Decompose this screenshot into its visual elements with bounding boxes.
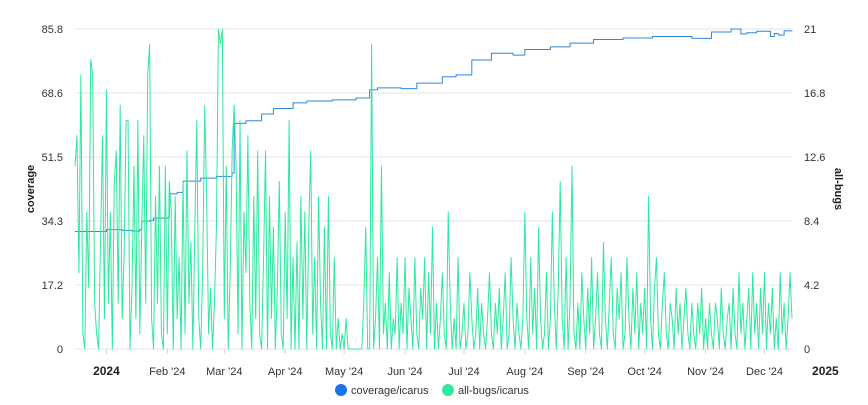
legend-item-coverage[interactable]: coverage/icarus xyxy=(335,384,429,397)
x-tick-label: Aug '24 xyxy=(506,366,543,378)
right-tick-label: 16.8 xyxy=(804,88,825,100)
right-tick-label: 0 xyxy=(804,344,810,356)
series-line-coverage xyxy=(75,28,793,233)
series-layer xyxy=(74,28,793,350)
x-tick-label: Mar '24 xyxy=(206,366,242,378)
x-tick-label: Nov '24 xyxy=(687,366,724,378)
left-tick-label: 85.8 xyxy=(42,24,63,36)
right-tick-label: 4.2 xyxy=(804,280,819,292)
x-tick-label: Sep '24 xyxy=(567,366,604,378)
legend-marker-coverage xyxy=(335,384,347,396)
right-tick-label: 12.6 xyxy=(804,152,825,164)
x-tick-label: 2025 xyxy=(812,364,839,378)
right-tick-label: 21 xyxy=(804,24,816,36)
legend-marker-all-bugs xyxy=(442,384,454,396)
legend[interactable]: coverage/icarus all-bugs/icarus xyxy=(335,384,529,397)
x-tick-label: Feb '24 xyxy=(149,366,185,378)
left-tick-label: 51.5 xyxy=(42,152,63,164)
left-axis-title: coverage xyxy=(25,165,37,213)
legend-label-all-bugs: all-bugs/icarus xyxy=(458,385,529,397)
x-tick-label: Oct '24 xyxy=(627,366,662,378)
right-tick-label: 8.4 xyxy=(804,216,819,228)
left-tick-label: 34.3 xyxy=(42,216,63,228)
x-tick-label: Jul '24 xyxy=(448,366,479,378)
left-tick-label: 0 xyxy=(57,344,63,356)
left-axis-ticks: 85.8 68.6 51.5 34.3 17.2 0 xyxy=(42,24,63,356)
x-tick-label: Jun '24 xyxy=(387,366,422,378)
x-tick-label: Apr '24 xyxy=(268,366,303,378)
right-axis-ticks: 21 16.8 12.6 8.4 4.2 0 xyxy=(804,24,825,356)
x-axis-ticks: 2024 Feb '24 Mar '24 Apr '24 May '24 Jun '24 J… xyxy=(93,349,839,378)
left-tick-label: 17.2 xyxy=(42,280,63,292)
right-axis-title: all-bugs xyxy=(832,168,844,210)
legend-label-coverage: coverage/icarus xyxy=(351,385,429,397)
x-tick-label: 2024 xyxy=(93,364,120,378)
x-tick-label: May '24 xyxy=(325,366,363,378)
legend-item-all-bugs[interactable]: all-bugs/icarus xyxy=(442,384,529,397)
series-line-all-bugs xyxy=(74,28,793,350)
x-tick-label: Dec '24 xyxy=(746,366,783,378)
left-tick-label: 68.6 xyxy=(42,88,63,100)
